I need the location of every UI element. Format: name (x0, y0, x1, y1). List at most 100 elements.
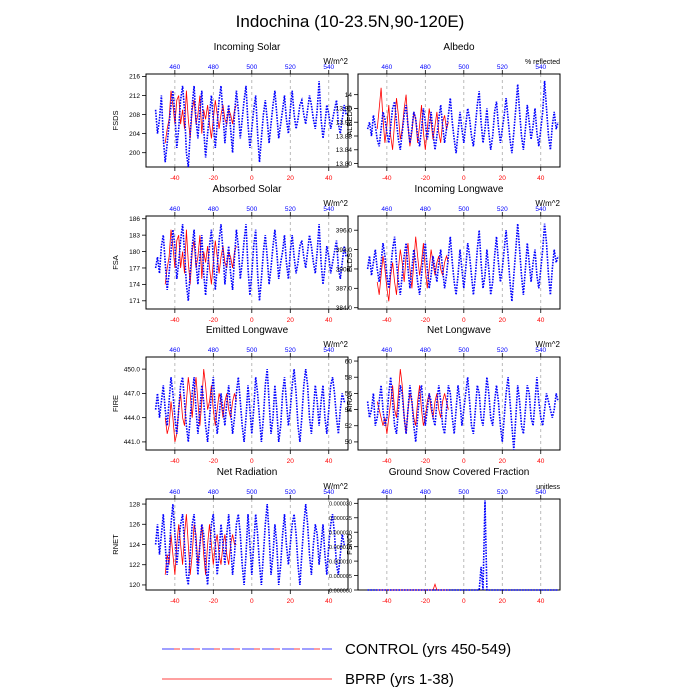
y-axis-label: FLDS (345, 253, 354, 272)
top-tick-label: 520 (497, 64, 508, 71)
units-label: unitless (536, 484, 560, 491)
panel-title: Net Radiation (217, 467, 278, 478)
plot-frame (145, 73, 349, 168)
top-tick-label: 460 (169, 347, 180, 354)
plot-frame (145, 215, 349, 310)
top-tick-label: 480 (208, 347, 219, 354)
y-tick-label: 56 (345, 391, 353, 398)
y-axis-label: FIRA (345, 395, 354, 412)
top-tick-label: 520 (285, 64, 296, 71)
bottom-tick-label: -40 (382, 175, 392, 182)
top-tick-label: 480 (208, 489, 219, 496)
y-tick-label: 216 (129, 74, 140, 81)
bottom-tick-label: -40 (382, 317, 392, 324)
bottom-tick-label: 20 (287, 458, 295, 465)
bprp-line (377, 582, 449, 591)
y-tick-label: 444.0 (124, 415, 141, 422)
panel-3: Absorbed Solar W/m^2 460 480 500 520 540 -40 -20… (111, 184, 349, 324)
y-tick-label: 0.000015 (329, 545, 352, 551)
plot-frame (145, 356, 349, 451)
y-axis-label: RNET (111, 534, 120, 555)
bottom-tick-label: -40 (170, 598, 180, 605)
bottom-tick-label: 0 (250, 598, 254, 605)
bottom-tick-label: 40 (537, 598, 545, 605)
plot-frame (357, 356, 561, 451)
bottom-tick-label: 40 (537, 317, 545, 324)
y-tick-label: 174 (129, 282, 140, 289)
y-tick-label: 186 (129, 216, 140, 223)
top-tick-label: 480 (420, 489, 431, 496)
y-tick-label: 183 (129, 232, 140, 239)
panel-title: Absorbed Solar (213, 184, 283, 195)
y-axis-label: FSDS (111, 110, 120, 130)
plot-frame (357, 215, 561, 310)
y-tick-label: 0.000020 (329, 531, 352, 537)
bottom-tick-label: -20 (209, 317, 219, 324)
y-tick-label: 14 (345, 92, 353, 99)
bottom-tick-label: 0 (250, 317, 254, 324)
y-tick-label: 13.96 (336, 106, 353, 113)
units-label: W/m^2 (323, 199, 348, 208)
top-tick-label: 480 (208, 64, 219, 71)
bottom-tick-label: -20 (209, 458, 219, 465)
bottom-tick-label: -20 (209, 598, 219, 605)
top-tick-label: 540 (535, 347, 546, 354)
bottom-tick-label: 0 (462, 458, 466, 465)
units-label: W/m^2 (323, 482, 348, 491)
y-tick-label: 52 (345, 423, 353, 430)
bottom-tick-label: 20 (287, 598, 295, 605)
bottom-tick-label: 0 (250, 175, 254, 182)
legend-label-bprp: BPRP (yrs 1-38) (345, 671, 454, 688)
y-tick-label: 200 (129, 150, 140, 157)
bottom-tick-label: -20 (421, 458, 431, 465)
bottom-tick-label: 0 (462, 598, 466, 605)
bottom-tick-label: -40 (382, 458, 392, 465)
y-tick-label: 0.000030 (329, 502, 352, 508)
panel-title: Albedo (443, 42, 475, 53)
bprp-line (164, 229, 237, 285)
top-tick-label: 460 (169, 64, 180, 71)
top-tick-label: 460 (381, 206, 392, 213)
bottom-tick-label: 0 (462, 317, 466, 324)
top-tick-label: 480 (420, 206, 431, 213)
top-tick-label: 500 (246, 489, 257, 496)
panel-1: Incoming Solar W/m^2 460 480 500 520 540 -40 -20… (111, 42, 349, 182)
panel-title: Net Longwave (427, 325, 491, 336)
top-tick-label: 540 (535, 206, 546, 213)
legend-item-control: CONTROL (yrs 450-549) (162, 641, 511, 658)
bottom-tick-label: 20 (287, 317, 295, 324)
y-tick-label: 122 (129, 562, 140, 569)
control-line (366, 80, 559, 154)
panel-4: Incoming Longwave W/m^2 460 480 500 520 540 -40… (336, 184, 561, 324)
y-tick-label: 13.84 (336, 147, 353, 154)
top-tick-label: 540 (323, 206, 334, 213)
units-label: % reflected (525, 59, 560, 66)
top-tick-label: 460 (381, 347, 392, 354)
panel-title: Emitted Longwave (206, 325, 289, 336)
y-tick-label: 450.0 (124, 366, 141, 373)
panel-2: Albedo % reflected 460 480 500 520 540 -40 -20 0 2… (336, 42, 561, 182)
top-tick-label: 540 (323, 489, 334, 496)
plot-frame (357, 498, 561, 591)
top-tick-label: 520 (497, 489, 508, 496)
y-axis-label: FSNO (345, 534, 354, 555)
top-tick-label: 480 (208, 206, 219, 213)
top-tick-label: 540 (535, 489, 546, 496)
bottom-tick-label: 40 (325, 175, 333, 182)
control-line (154, 81, 347, 168)
panel-8: Ground Snow Covered Fraction unitless 460 4… (329, 467, 561, 605)
y-tick-label: 384.0 (336, 305, 353, 312)
panel-7: Net Radiation W/m^2 460 480 500 520 540 -40 -20 0… (111, 467, 349, 605)
control-line (154, 504, 347, 586)
bottom-tick-label: 40 (537, 175, 545, 182)
panel-title: Ground Snow Covered Fraction (389, 467, 530, 478)
y-tick-label: 120 (129, 582, 140, 589)
y-axis-label: FIRE (111, 395, 120, 412)
bottom-tick-label: -20 (421, 598, 431, 605)
y-axis-label: ALBEDO (345, 105, 354, 136)
y-tick-label: 177 (129, 265, 140, 272)
y-tick-label: 387.0 (336, 286, 353, 293)
bottom-tick-label: -40 (382, 598, 392, 605)
panel-title: Incoming Solar (214, 42, 281, 53)
y-tick-label: 50 (345, 439, 353, 446)
